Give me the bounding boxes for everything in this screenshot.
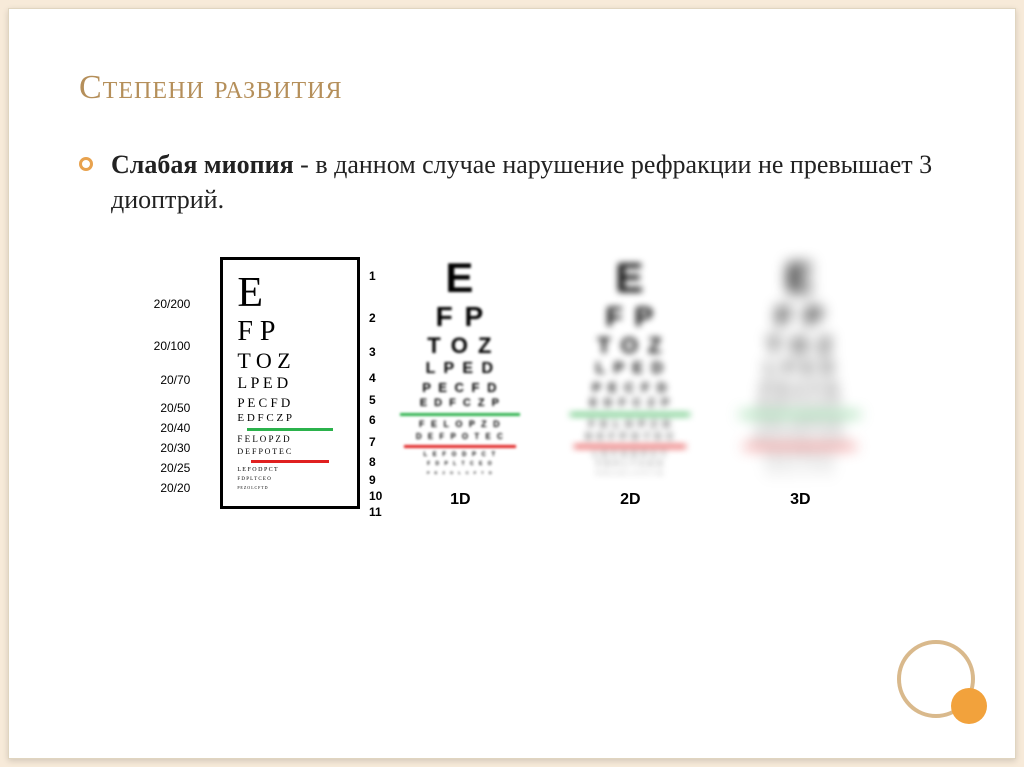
blurred-chart-2d: E F P T O Z L P E D P E C F D E D F C Z … (560, 257, 700, 509)
diopter-label: 3D (790, 491, 810, 509)
row-number: 9 (369, 473, 382, 487)
row-number: 5 (369, 393, 382, 407)
scale-label: 20/70 (154, 373, 191, 387)
chart-line: E (730, 257, 870, 299)
chart-line: F E L O P Z D (730, 420, 870, 429)
bullet-ring-icon (79, 157, 93, 171)
chart-line: L E F O D P C T (560, 452, 700, 458)
chart-line: F P (390, 303, 530, 331)
blurred-chart-1d: E F P T O Z L P E D P E C F D E D F C Z … (390, 257, 530, 509)
chart-line: L P E D (560, 361, 700, 377)
scale-label: 20/50 (154, 401, 191, 415)
chart-line: P E Z O L C F T D (730, 471, 870, 475)
chart-line: E D F C Z P (237, 413, 343, 424)
chart-line: P E Z O L C F T D (237, 486, 343, 490)
row-number: 4 (369, 371, 382, 385)
chart-line: T O Z (237, 350, 343, 372)
chart-line: P E C F D (390, 381, 530, 394)
chart-line: D E F P O T E C (390, 433, 530, 441)
eye-chart-clear: E F P T O Z L P E D P E C F D E D F C Z … (220, 257, 360, 509)
chart-line: L E F O D P C T (390, 452, 530, 458)
chart-line: F P (730, 303, 870, 331)
green-bar (570, 413, 690, 416)
scale-label: 20/25 (154, 461, 191, 475)
chart-line: D E F P O T E C (730, 433, 870, 441)
row-number: 3 (369, 345, 382, 359)
framed-chart-wrapper: E F P T O Z L P E D P E C F D E D F C Z … (220, 257, 360, 509)
page-title: Степени развития (79, 69, 945, 107)
chart-line: F E L O P Z D (390, 420, 530, 429)
chart-line: L E F O D P C T (237, 467, 343, 473)
chart-line: P E Z O L C F T D (390, 471, 530, 475)
chart-line: L P E D (390, 361, 530, 377)
chart-line: L P E D (237, 376, 343, 392)
green-bar (740, 413, 860, 416)
chart-line: F D P L T C E O (237, 477, 343, 482)
chart-line: E (237, 272, 343, 314)
chart-line: E (390, 257, 530, 299)
red-bar (574, 445, 686, 448)
chart-line: F P (560, 303, 700, 331)
chart-line: E D F C Z P (390, 398, 530, 409)
bullet-bold: Слабая миопия (111, 150, 294, 179)
scale-label: 20/40 (154, 421, 191, 435)
chart-line: P E Z O L C F T D (560, 471, 700, 475)
row-number: 6 (369, 413, 382, 427)
chart-line: P E C F D (730, 381, 870, 394)
red-bar (251, 460, 329, 463)
slide-container: Степени развития Слабая миопия - в данно… (8, 8, 1016, 759)
diopter-label: 2D (620, 491, 640, 509)
green-bar (400, 413, 520, 416)
chart-line: T O Z (560, 335, 700, 357)
scale-label: 20/30 (154, 441, 191, 455)
eye-chart-blur-3d: E F P T O Z L P E D P E C F D E D F C Z … (730, 257, 870, 479)
chart-line: P E C F D (560, 381, 700, 394)
eye-chart-blur-1d: E F P T O Z L P E D P E C F D E D F C Z … (390, 257, 530, 479)
row-number: 8 (369, 455, 382, 469)
chart-line: E D F C Z P (560, 398, 700, 409)
eye-chart-blur-2d: E F P T O Z L P E D P E C F D E D F C Z … (560, 257, 700, 479)
bullet-text: Слабая миопия - в данном случае нарушени… (111, 147, 945, 217)
row-number: 1 (369, 269, 382, 283)
deco-dot-icon (951, 688, 987, 724)
corner-decoration-icon (897, 640, 987, 730)
chart-line: T O Z (390, 335, 530, 357)
chart-line: P E C F D (237, 396, 343, 409)
scale-label: 20/20 (154, 481, 191, 495)
chart-line: F E L O P Z D (237, 435, 343, 444)
row-number: 10 (369, 489, 382, 503)
row-number: 2 (369, 311, 382, 325)
row-number: 7 (369, 435, 382, 449)
snellen-scale-labels: 20/200 20/100 20/70 20/50 20/40 20/30 20… (154, 257, 191, 495)
chart-line: F P (237, 318, 343, 346)
row-number: 11 (369, 505, 382, 519)
chart-line: L E F O D P C T (730, 452, 870, 458)
red-bar (404, 445, 516, 448)
green-bar (247, 428, 333, 431)
red-bar (744, 445, 856, 448)
scale-label: 20/100 (154, 339, 191, 353)
chart-line: T O Z (730, 335, 870, 357)
eye-chart-comparison: 20/200 20/100 20/70 20/50 20/40 20/30 20… (79, 257, 945, 509)
bullet-item: Слабая миопия - в данном случае нарушени… (79, 147, 945, 217)
blurred-chart-3d: E F P T O Z L P E D P E C F D E D F C Z … (730, 257, 870, 509)
scale-label: 20/200 (154, 297, 191, 311)
chart-line: D E F P O T E C (560, 433, 700, 441)
row-number-labels: 1 2 3 4 5 6 7 8 9 10 11 (369, 269, 382, 519)
chart-line: E (560, 257, 700, 299)
diopter-label: 1D (450, 491, 470, 509)
chart-line: E D F C Z P (730, 398, 870, 409)
chart-line: F D P L T C E O (390, 462, 530, 467)
chart-line: F E L O P Z D (560, 420, 700, 429)
chart-line: L P E D (730, 361, 870, 377)
chart-line: F D P L T C E O (730, 462, 870, 467)
chart-line: F D P L T C E O (560, 462, 700, 467)
chart-line: D E F P O T E C (237, 448, 343, 456)
